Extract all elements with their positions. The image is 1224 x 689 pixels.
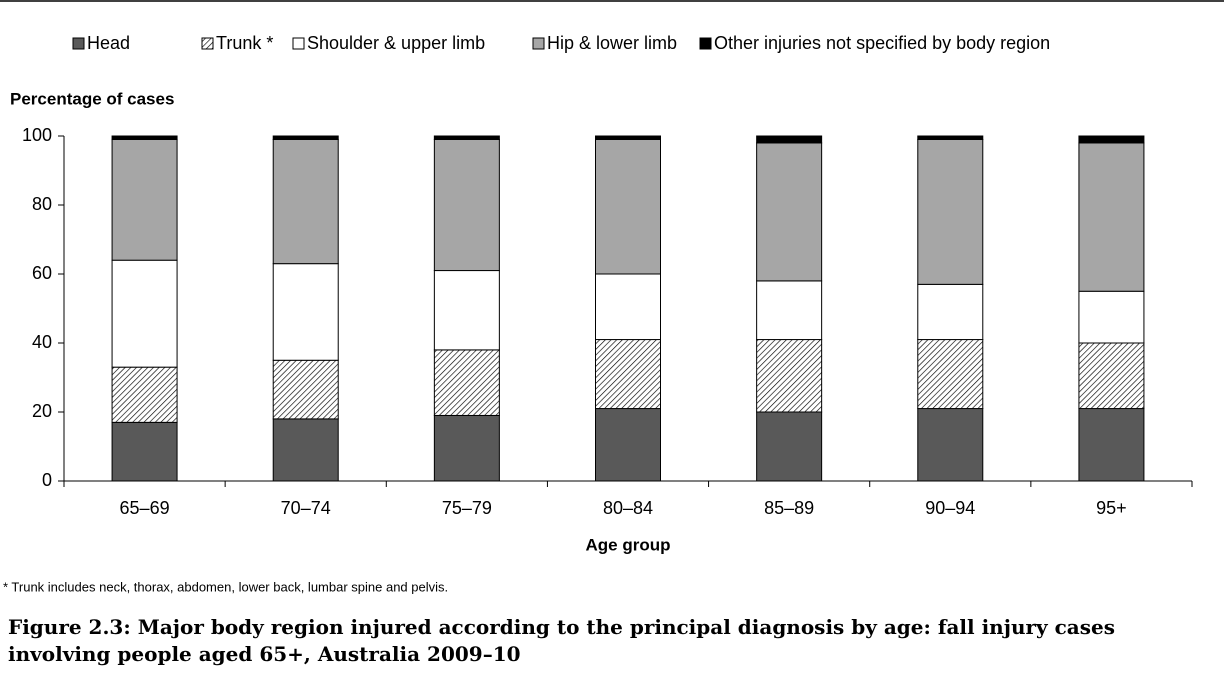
bar-segment — [917, 408, 984, 482]
legend-swatch — [292, 37, 305, 50]
bar-segment — [433, 349, 500, 416]
bar-segment — [595, 408, 661, 482]
legend-swatch — [72, 37, 85, 50]
bar-segment — [756, 339, 823, 413]
y-tick-label: 0 — [42, 470, 52, 490]
y-tick-label: 100 — [22, 125, 52, 145]
bar-segment — [756, 280, 823, 341]
bar-segment — [1078, 135, 1145, 144]
bar-segment — [595, 138, 661, 275]
bar-segment — [272, 263, 339, 361]
bar-segment — [1078, 342, 1145, 410]
caption: Figure 2.3: Major body region injured ac… — [8, 615, 1115, 666]
x-tick-label: 70–74 — [281, 498, 331, 518]
bar-segment — [111, 135, 178, 140]
bar-segment — [111, 366, 178, 423]
y-axis-label: Percentage of cases — [10, 89, 174, 108]
bar-segment — [917, 138, 984, 285]
y-tick-label: 80 — [32, 194, 52, 214]
bar-segment — [433, 270, 500, 351]
y-tick-label: 40 — [32, 332, 52, 352]
x-tick-label: 65–69 — [120, 498, 170, 518]
bar-segment — [433, 414, 500, 482]
bar-segment — [111, 421, 178, 482]
legend-swatch — [532, 37, 545, 50]
x-axis-label: Age group — [586, 535, 671, 554]
y-tick-label: 20 — [32, 401, 52, 421]
legend-swatch — [699, 37, 712, 50]
legend-label: Hip & lower limb — [547, 33, 677, 53]
y-tick-label: 60 — [32, 263, 52, 283]
bar-segment — [1078, 290, 1145, 344]
legend-label: Head — [87, 33, 130, 53]
bar-segment — [595, 339, 661, 410]
footnote: * Trunk includes neck, thorax, abdomen, … — [3, 579, 448, 594]
bar-segment — [1078, 142, 1145, 292]
bar-segment — [272, 359, 339, 420]
bar-segment — [272, 418, 339, 482]
bar-segment — [917, 339, 984, 410]
legend-label: Shoulder & upper limb — [307, 33, 485, 53]
legend-label: Trunk * — [216, 33, 273, 53]
legend-swatch — [201, 37, 214, 50]
x-tick-label: 95+ — [1096, 498, 1127, 518]
bar-segment — [272, 138, 339, 265]
bar-segment — [917, 283, 984, 341]
bar-segment — [433, 138, 500, 272]
bar-segment — [917, 135, 984, 140]
bar-segment — [756, 135, 823, 144]
legend-label: Other injuries not specified by body reg… — [714, 33, 1050, 53]
bar-segment — [433, 135, 500, 140]
x-tick-label: 80–84 — [603, 498, 653, 518]
x-tick-label: 85–89 — [764, 498, 814, 518]
bar-segment — [1078, 408, 1145, 482]
bar-segment — [272, 135, 339, 140]
bar-segment — [111, 138, 178, 261]
bar-segment — [111, 259, 178, 368]
bar-segment — [595, 273, 661, 341]
bar-segment — [756, 411, 823, 482]
x-tick-label: 90–94 — [925, 498, 975, 518]
bar-segment — [756, 142, 823, 282]
bar-segment — [595, 135, 661, 140]
x-tick-label: 75–79 — [442, 498, 492, 518]
